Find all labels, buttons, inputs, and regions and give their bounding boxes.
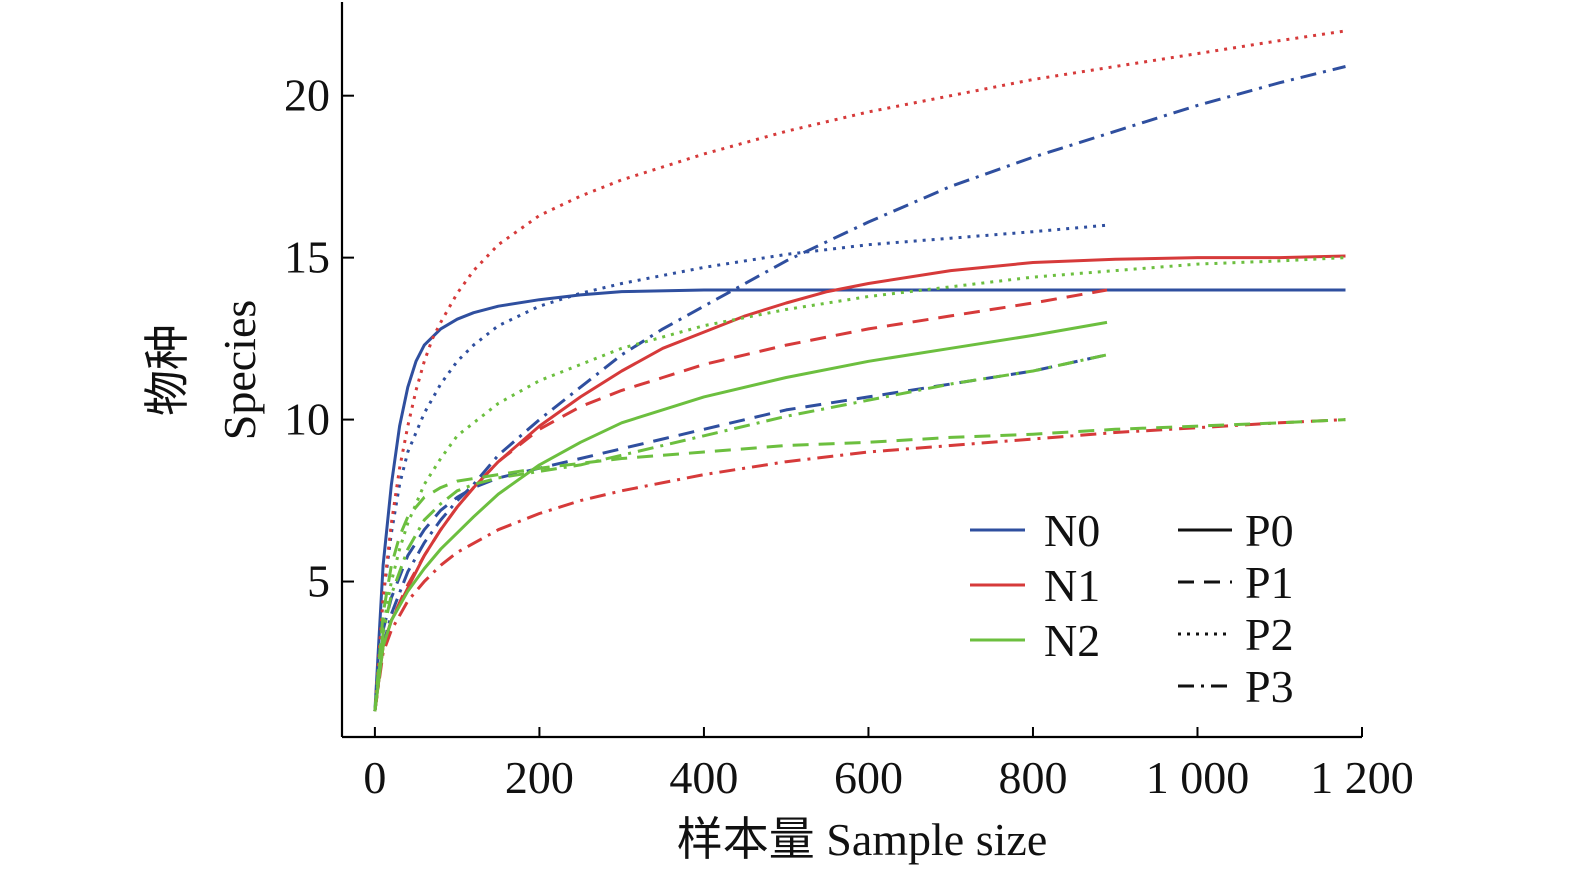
series-line-n0-p0 [373, 288, 1346, 712]
series-line-n2-p0 [373, 320, 1108, 712]
series-line-n1-p2 [373, 29, 1346, 712]
series-line-n2-p3 [373, 353, 1108, 712]
series-line-n1-p0 [373, 254, 1346, 712]
y-axis-label-cn: 物种 [142, 324, 193, 416]
y-axis-label-en: Species [214, 300, 265, 441]
x-tick-label: 0 [363, 752, 386, 803]
legend-label-p1: P1 [1245, 557, 1294, 608]
axes-layer [340, 2, 1362, 739]
x-tick-label: 1 200 [1310, 752, 1414, 803]
legend-label-p3: P3 [1245, 661, 1294, 712]
series-line-n2-p2 [373, 256, 1346, 712]
y-tick-label: 20 [284, 70, 330, 121]
x-tick-label: 200 [505, 752, 574, 803]
series-line-n0-p1 [373, 353, 1108, 712]
legend-label-n1: N1 [1044, 560, 1100, 611]
ticks-layer: 0 200 400 600 800 1 000 1 200 5 10 15 20 [284, 70, 1414, 803]
x-axis-label: 样本量 Sample size [677, 814, 1048, 865]
series-line-n0-p2 [373, 223, 1108, 712]
legend-label-p2: P2 [1245, 609, 1294, 660]
series-line-n2-p1 [373, 418, 1346, 712]
y-tick-label: 10 [284, 394, 330, 445]
legend-label-n0: N0 [1044, 505, 1100, 556]
y-tick-label: 15 [284, 232, 330, 283]
x-tick-label: 1 000 [1146, 752, 1250, 803]
series-line-n1-p1 [373, 288, 1108, 712]
series-line-n1-p3 [373, 418, 1346, 712]
y-tick-label: 5 [307, 556, 330, 607]
legend-label-n2: N2 [1044, 615, 1100, 666]
x-tick-label: 600 [834, 752, 903, 803]
series-layer [373, 29, 1346, 712]
series-line-n0-p3 [373, 65, 1346, 712]
x-tick-label: 400 [669, 752, 738, 803]
x-tick-label: 800 [998, 752, 1067, 803]
legend-label-p0: P0 [1245, 505, 1294, 556]
